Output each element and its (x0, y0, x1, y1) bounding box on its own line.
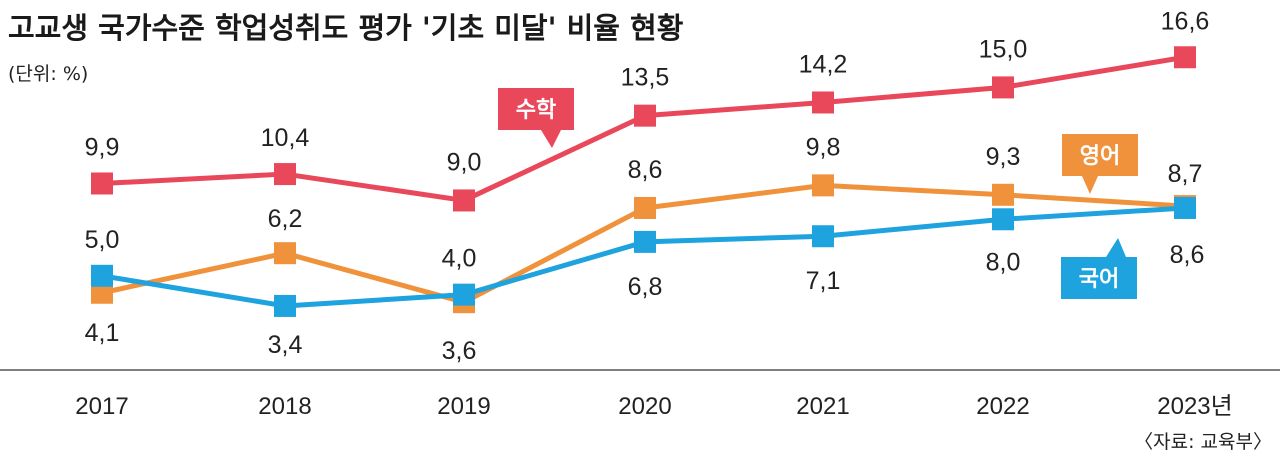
data-point-marker (453, 283, 475, 306)
legend-tag-label: 국어 (1079, 267, 1119, 292)
data-label: 14,2 (799, 50, 848, 78)
x-tick-label: 2022 (976, 393, 1029, 420)
data-label: 10,4 (261, 124, 310, 152)
data-point-marker (812, 91, 834, 114)
data-label: 9,3 (986, 143, 1021, 171)
data-point-marker (91, 172, 113, 195)
data-point-marker (812, 174, 834, 197)
source-note: 〈자료: 교육부〉 (1134, 431, 1272, 453)
data-label: 7,1 (806, 267, 841, 295)
data-label: 8,6 (628, 156, 663, 184)
x-tick-label: 2018 (258, 393, 311, 420)
data-label: 6,2 (268, 205, 303, 233)
data-label: 3,4 (268, 331, 303, 359)
legend-tag-label: 영어 (1080, 144, 1120, 169)
data-labels: 9,9 10,4 9,0 13,5 14,2 15,0 16,6 4,1 6,2 3,6 8,6 9,… (85, 7, 1210, 365)
data-point-marker (91, 264, 113, 287)
data-point-marker (1174, 46, 1196, 69)
data-label: 5,0 (85, 226, 120, 254)
data-label: 9,9 (85, 133, 120, 161)
chart-title: 고교생 국가수준 학업성취도 평가 '기초 미달' 비율 현황 (8, 11, 684, 45)
data-label: 9,8 (806, 133, 841, 161)
x-tick-label: 2017 (75, 393, 128, 420)
data-point-marker (634, 104, 656, 127)
data-label: 8,0 (986, 248, 1021, 276)
series-markers (91, 46, 1196, 317)
data-label: 4,0 (442, 245, 477, 273)
legend-tag-pointer (541, 130, 561, 148)
data-label: 13,5 (621, 64, 670, 92)
data-point-marker (992, 76, 1014, 99)
data-point-marker (992, 208, 1014, 231)
data-label: 15,0 (979, 35, 1028, 63)
legend-tag-box (1062, 134, 1138, 176)
unit-label: (단위: %) (8, 63, 88, 85)
data-point-marker (274, 163, 296, 186)
data-point-marker (634, 230, 656, 253)
data-point-marker (274, 242, 296, 265)
data-label: 9,0 (447, 148, 482, 176)
legend-tag-pointer (1082, 176, 1098, 194)
legend-tag-box (1061, 257, 1137, 299)
data-label: 4,1 (85, 319, 120, 347)
data-point-marker (274, 294, 296, 317)
data-point-marker (634, 196, 656, 219)
data-label: 8,6 (1170, 241, 1205, 269)
data-point-marker (992, 183, 1014, 206)
x-tick-label: 2021 (796, 393, 849, 420)
data-point-marker (1174, 196, 1196, 219)
data-point-marker (91, 281, 113, 304)
data-point-marker (453, 189, 475, 212)
legend-tag-label: 수학 (516, 98, 556, 123)
x-tick-label: 2019 (437, 393, 490, 420)
data-label: 6,8 (628, 273, 663, 301)
data-label: 16,6 (1161, 7, 1210, 35)
x-axis-ticks: 2017 2018 2019 2020 2021 2022 2023년 (75, 393, 1232, 420)
data-point-marker (812, 225, 834, 248)
x-tick-label: 2023년 (1157, 393, 1232, 420)
data-label: 3,6 (442, 337, 477, 365)
data-label: 8,7 (1168, 160, 1203, 188)
x-tick-label: 2020 (618, 393, 671, 420)
legend-tag-box (498, 88, 574, 130)
legend-tag-pointer (1106, 238, 1126, 257)
